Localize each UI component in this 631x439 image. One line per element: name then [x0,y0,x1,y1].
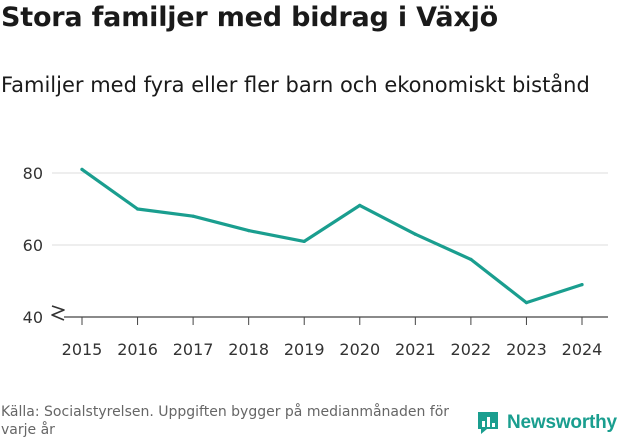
data-point-2019 [302,239,306,243]
y-axis: 40 60 80 [23,164,43,327]
data-point-2024 [580,283,584,287]
data-point-2020 [358,203,362,207]
x-axis: 2015 2016 2017 2018 2019 2020 2021 2022 2023 2024 [62,317,603,359]
x-tick-label-2023: 2023 [506,340,547,359]
x-tick-label-2017: 2017 [173,340,214,359]
x-tick-label-2019: 2019 [284,340,325,359]
x-tick-label-2024: 2024 [562,340,603,359]
data-point-2018 [247,229,251,233]
series-group [80,167,584,305]
axis-break-icon [51,305,65,321]
data-point-2015 [80,167,84,171]
x-tick-label-2015: 2015 [62,340,103,359]
data-point-2021 [413,232,417,236]
source-note: Källa: Socialstyrelsen. Uppgiften bygger… [1,404,450,438]
y-tick-label-40: 40 [23,308,43,327]
x-tick-label-2020: 2020 [339,340,380,359]
data-point-2017 [191,214,195,218]
y-tick-label-80: 80 [23,164,43,183]
x-tick-label-2022: 2022 [451,340,492,359]
x-tick-label-2021: 2021 [395,340,436,359]
chart-subtitle: Familjer med fyra eller fler barn och ek… [1,73,590,97]
x-tick-label-2016: 2016 [117,340,158,359]
newsworthy-logo-icon [478,412,498,434]
data-point-2022 [469,257,473,261]
newsworthy-logo: Newsworthy [476,409,617,437]
gridlines [52,172,608,246]
newsworthy-logo-text: Newsworthy [507,412,617,433]
series-line-0 [80,167,584,305]
x-tick-label-2018: 2018 [228,340,269,359]
data-point-2016 [135,207,140,211]
y-tick-label-60: 60 [23,236,43,255]
data-point-2023 [524,301,529,305]
axes [51,305,608,321]
chart-title: Stora familjer med bidrag i Växjö [1,2,498,33]
